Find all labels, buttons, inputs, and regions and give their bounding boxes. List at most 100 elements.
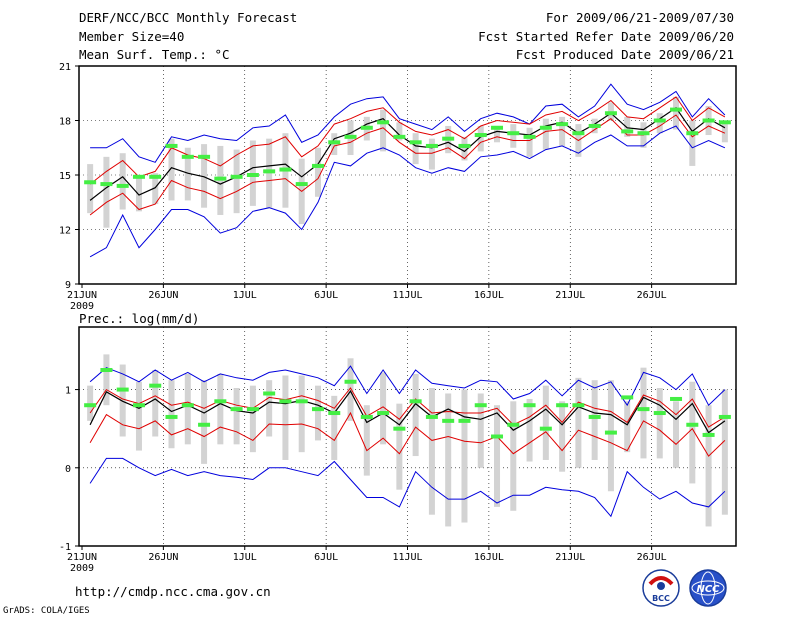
temp-spread-box (542, 118, 549, 150)
temp-xtick-label: 26JUL (637, 290, 667, 301)
top-panel-variable: Mean Surf. Temp.: °C (79, 47, 230, 62)
temp-observed-mark (686, 131, 699, 136)
temp-spread-box (119, 153, 126, 210)
prec-observed-mark (588, 414, 601, 419)
prec-ytick-label: -1 (59, 542, 71, 553)
prec-xtick-label: 21JUN (67, 552, 97, 563)
prec-spread-box (705, 405, 712, 527)
temp-spread-box (526, 127, 533, 157)
temp-ytick-label: 18 (59, 117, 71, 128)
prec-xtick-label: 26JUL (637, 552, 667, 563)
prec-observed-mark (198, 422, 211, 427)
temp-spread-box (624, 116, 631, 137)
temp-observed-mark (328, 140, 341, 145)
prec-spread-box (266, 380, 273, 437)
temp-spread-box (689, 120, 696, 166)
prec-spread-box (347, 358, 354, 421)
start-date: Fcst Started Refer Date 2009/06/20 (478, 29, 734, 44)
prec-upper-line (89, 387, 726, 428)
prec-xtick-label: 21JUL (555, 552, 585, 563)
prec-spread-box (314, 385, 321, 441)
prec-spread-box (298, 375, 305, 453)
temp-observed-mark (263, 169, 276, 174)
prec-observed-mark (230, 407, 243, 412)
prec-spread-box (559, 401, 566, 472)
temp-observed-mark (507, 131, 520, 136)
temp-upper-line (89, 96, 726, 185)
member-size: Member Size=40 (79, 29, 185, 44)
temp-spread-box (673, 96, 680, 130)
bottom-panel-variable: Prec.: log(mm/d) (79, 311, 199, 326)
temp-xtick-label: 21JUL (555, 290, 585, 301)
temp-observed-mark (523, 134, 536, 139)
temp-observed-mark (214, 176, 227, 181)
prec-spread-box (689, 381, 696, 484)
prec-xtick-label: 11JUL (392, 552, 422, 563)
prec-mean-line (89, 389, 726, 434)
temp-ytick-label: 15 (59, 171, 71, 182)
temp-spread-box (168, 138, 175, 201)
temp-spread-box (314, 147, 321, 197)
temp-observed-mark (230, 174, 243, 179)
temp-observed-mark (491, 125, 504, 130)
prec-max-line (89, 365, 726, 407)
temp-ytick-label: 12 (59, 226, 71, 237)
prec-spread-box (233, 388, 240, 445)
prec-observed-mark (653, 411, 666, 416)
forecast-period: For 2009/06/21-2009/07/30 (545, 10, 734, 25)
ncc-logo-text: NCC (696, 584, 720, 595)
prec-spread-box (217, 373, 224, 445)
temp-max-line (90, 83, 726, 163)
chart-title: DERF/NCC/BCC Monthly Forecast (79, 10, 298, 25)
prec-lower-line (89, 411, 726, 457)
source-url[interactable]: http://cmdp.ncc.cma.gov.cn (75, 584, 271, 599)
prec-spread-box (412, 373, 419, 457)
temp-spread-box (87, 164, 94, 214)
prec-spread-box (363, 405, 370, 476)
produced-date: Fcst Produced Date 2009/06/21 (515, 47, 734, 62)
prec-observed-mark (279, 399, 292, 404)
temp-observed-mark (718, 120, 731, 125)
temp-xtick-label: 11JUL (392, 290, 422, 301)
prec-observed-mark (604, 430, 617, 435)
prec-observed-mark (263, 391, 276, 396)
prec-observed-mark (377, 411, 390, 416)
prec-spread-box (380, 372, 387, 445)
prec-spread-box (201, 380, 208, 464)
temp-observed-mark (100, 182, 113, 187)
temp-spread-box (428, 138, 435, 170)
prec-xtick-year: 2009 (70, 563, 94, 574)
temp-observed-mark (702, 118, 715, 123)
temp-spread-box (510, 124, 517, 148)
prec-observed-mark (393, 426, 406, 431)
bcc-logo: BCC (642, 569, 680, 607)
temp-observed-mark (295, 182, 308, 187)
bcc-logo-text: BCC (652, 594, 670, 603)
prec-spread-box (575, 377, 582, 468)
temp-observed-mark (393, 134, 406, 139)
prec-observed-mark (458, 418, 471, 423)
temp-observed-mark (409, 140, 422, 145)
temp-xtick-label: 26JUN (148, 290, 178, 301)
prec-spread-box (168, 380, 175, 449)
temp-observed-mark (360, 125, 373, 130)
prec-spread-box (396, 403, 403, 490)
temp-spread-box (396, 122, 403, 141)
prec-observed-mark (507, 422, 520, 427)
prec-observed-mark (246, 407, 259, 412)
prec-spread-box (461, 389, 468, 523)
prec-spread-box (656, 388, 663, 459)
temp-observed-mark (604, 111, 617, 116)
temp-observed-mark (84, 180, 97, 185)
prec-spread-box (477, 393, 484, 468)
prec-observed-mark (311, 407, 324, 412)
prec-xtick-label: 1JUL (233, 552, 257, 563)
prec-observed-mark (572, 403, 585, 408)
prec-observed-mark (132, 403, 145, 408)
temp-observed-mark (653, 118, 666, 123)
prec-spread-box (184, 373, 191, 445)
prec-observed-mark (523, 403, 536, 408)
prec-xtick-label: 6JUL (314, 552, 338, 563)
prec-observed-mark (442, 418, 455, 423)
